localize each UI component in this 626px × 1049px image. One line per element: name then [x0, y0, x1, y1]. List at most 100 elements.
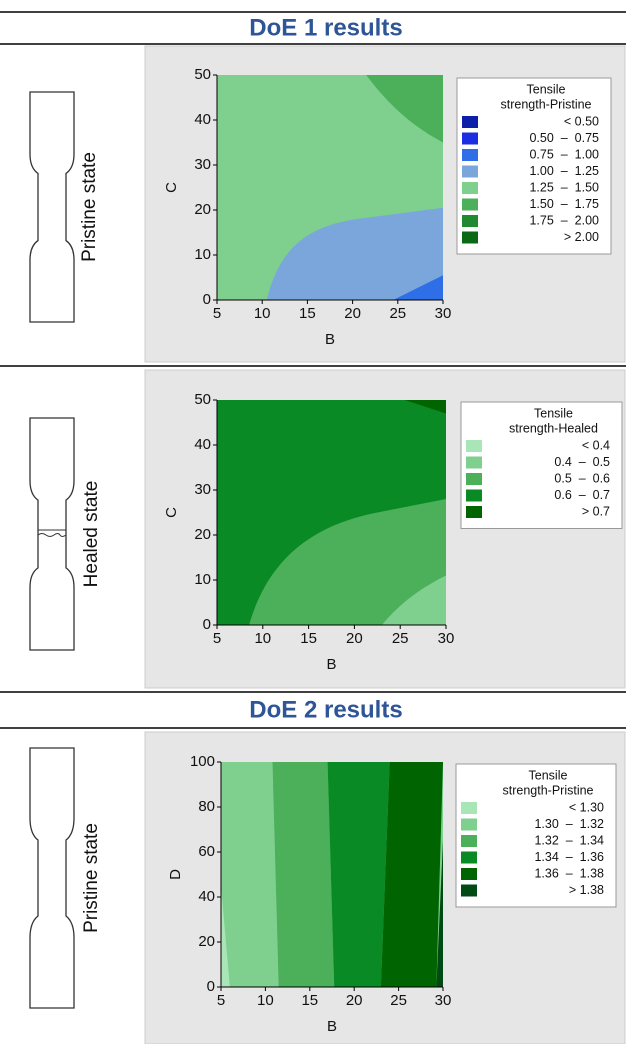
y-tick-label: 60 — [198, 843, 215, 860]
contour-plot — [217, 75, 443, 300]
specimen-label: Healed state — [81, 481, 102, 588]
contour-plot — [221, 762, 443, 987]
legend-swatch — [462, 231, 478, 244]
contour-region — [249, 499, 446, 625]
legend-label: 1.30 – 1.32 — [534, 817, 604, 831]
legend-label: 0.6 – 0.7 — [554, 488, 610, 502]
y-tick-label: 20 — [194, 526, 211, 543]
x-tick-label: 20 — [346, 630, 363, 647]
x-axis-label: B — [326, 656, 336, 673]
legend-swatch — [461, 884, 477, 897]
legend-label: 0.50 – 0.75 — [529, 131, 599, 145]
contour-region — [381, 575, 446, 625]
legend-title: strength-Pristine — [502, 783, 593, 797]
contour-region — [380, 762, 443, 987]
specimen — [29, 91, 75, 323]
legend-title: strength-Pristine — [500, 97, 591, 111]
legend-title: Tensile — [529, 768, 568, 782]
y-tick-label: 0 — [207, 978, 215, 995]
legend-swatch — [466, 473, 482, 485]
y-tick-label: 20 — [198, 933, 215, 950]
legend-swatch — [466, 489, 482, 502]
y-tick-label: 80 — [198, 798, 215, 815]
legend-box — [456, 77, 612, 255]
y-tick-label: 0 — [203, 616, 211, 633]
x-axis-label: B — [327, 1018, 337, 1035]
y-axis-label: C — [163, 507, 180, 518]
contour-plot — [217, 400, 446, 625]
legend-swatch — [462, 149, 478, 161]
legend-title: Tensile — [527, 82, 566, 96]
x-tick-label: 25 — [389, 305, 406, 322]
legend-label: 0.75 – 1.00 — [529, 147, 599, 161]
contour-region — [272, 762, 335, 987]
legend-label: 0.4 – 0.5 — [554, 455, 610, 469]
section-title: DoE 2 results — [249, 696, 402, 723]
legend-label: 1.36 – 1.38 — [534, 866, 604, 880]
legend-swatch — [462, 165, 478, 178]
x-tick-label: 20 — [346, 992, 363, 1009]
legend-swatch — [461, 818, 477, 831]
y-tick-label: 30 — [194, 156, 211, 173]
legend-swatch — [466, 506, 482, 518]
y-tick-label: 40 — [194, 436, 211, 453]
contour-region — [327, 762, 390, 987]
x-tick-label: 15 — [299, 305, 316, 322]
legend-swatch — [461, 835, 477, 847]
legend-label: 1.25 – 1.50 — [529, 180, 599, 194]
y-tick-label: 40 — [198, 888, 215, 905]
legend-label: 1.00 – 1.25 — [529, 164, 599, 178]
legend-title: strength-Healed — [509, 421, 598, 435]
y-tick-label: 40 — [194, 111, 211, 128]
legend-label: < 0.4 — [582, 438, 610, 452]
legend-swatch — [466, 456, 482, 469]
legend-swatch — [461, 802, 477, 814]
y-tick-label: 10 — [194, 571, 211, 588]
contour-region — [221, 885, 230, 987]
x-tick-label: 5 — [213, 630, 221, 647]
x-tick-label: 5 — [213, 305, 221, 322]
y-tick-label: 50 — [194, 66, 211, 83]
y-axis-label: D — [167, 869, 184, 880]
x-tick-label: 30 — [438, 630, 455, 647]
x-tick-label: 10 — [257, 992, 274, 1009]
legend-swatch — [462, 132, 478, 145]
legend-swatch — [461, 868, 477, 880]
legend-label: 1.32 – 1.34 — [534, 833, 604, 847]
x-tick-label: 15 — [301, 992, 318, 1009]
legend-label: 1.34 – 1.36 — [534, 850, 604, 864]
legend-label: > 2.00 — [564, 230, 599, 244]
legend-swatch — [466, 440, 482, 452]
specimen — [29, 747, 75, 1009]
crack — [37, 529, 67, 537]
specimen — [29, 417, 75, 651]
y-tick-label: 20 — [194, 201, 211, 218]
y-tick-label: 50 — [194, 391, 211, 408]
legend-swatch — [462, 215, 478, 227]
y-tick-label: 0 — [203, 291, 211, 308]
x-tick-label: 15 — [300, 630, 317, 647]
x-tick-label: 30 — [435, 305, 452, 322]
specimen-label: Pristine state — [79, 152, 100, 262]
legend-label: > 1.38 — [569, 883, 604, 897]
legend-label: 1.50 – 1.75 — [529, 197, 599, 211]
legend-swatch — [462, 116, 478, 128]
legend-swatch — [461, 851, 477, 864]
x-tick-label: 30 — [435, 992, 452, 1009]
y-tick-label: 10 — [194, 246, 211, 263]
x-axis-label: B — [325, 331, 335, 348]
x-tick-label: 10 — [254, 305, 271, 322]
y-tick-label: 100 — [190, 753, 215, 770]
legend-label: 0.5 – 0.6 — [554, 471, 610, 485]
x-tick-label: 5 — [217, 992, 225, 1009]
legend-swatch — [462, 182, 478, 194]
x-tick-label: 25 — [392, 630, 409, 647]
legend-label: > 0.7 — [582, 504, 610, 518]
contour-region — [366, 75, 443, 143]
x-tick-label: 20 — [344, 305, 361, 322]
legend-label: < 1.30 — [569, 800, 604, 814]
legend-box — [455, 763, 617, 908]
x-tick-label: 10 — [254, 630, 271, 647]
y-tick-label: 30 — [194, 481, 211, 498]
